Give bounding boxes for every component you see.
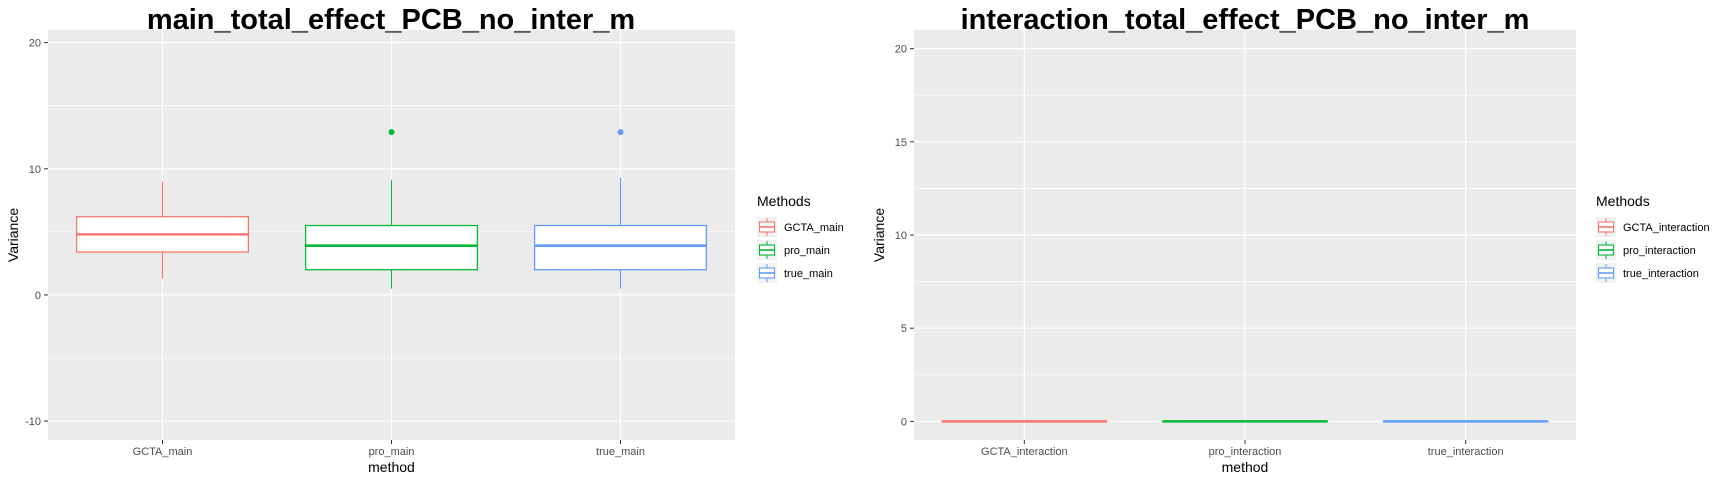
- y-tick-label: 15: [895, 137, 907, 149]
- chart-title: interaction_total_effect_PCB_no_inter_m: [961, 4, 1530, 36]
- outlier-point: [388, 129, 395, 136]
- legend-title: Methods: [1596, 193, 1650, 209]
- x-tick-label: true_interaction: [1428, 446, 1504, 458]
- y-tick-label: 20: [29, 38, 41, 50]
- x-axis-title: method: [368, 459, 415, 475]
- legend-key: [757, 217, 777, 237]
- x-tick-label: GCTA_main: [133, 446, 193, 458]
- legend-label: true_interaction: [1623, 268, 1699, 280]
- legend-label: pro_main: [784, 245, 830, 257]
- x-tick-label: true_main: [596, 446, 645, 458]
- y-tick-label: 20: [895, 44, 907, 56]
- y-axis-title: Variance: [871, 208, 887, 262]
- box-GCTA_main: [75, 181, 250, 279]
- legend-label: pro_interaction: [1623, 245, 1696, 257]
- chart-1: -10 0 10 20 GCTA_main pro_main true_main main_t…: [5, 4, 844, 475]
- legend: Methods GCTA_interaction pro_interactiontr…: [1596, 193, 1710, 283]
- y-tick-label: 0: [35, 290, 41, 302]
- outlier-point: [617, 129, 624, 136]
- legend-label: GCTA_main: [784, 222, 844, 234]
- x-tick-label: GCTA_interaction: [981, 446, 1068, 458]
- x-tick-label: pro_interaction: [1209, 446, 1282, 458]
- legend-label: GCTA_interaction: [1623, 222, 1710, 234]
- box-true_main: [533, 129, 708, 289]
- chart-title: main_total_effect_PCB_no_inter_m: [147, 4, 635, 36]
- x-tick-label: pro_main: [369, 446, 415, 458]
- y-tick-label: 0: [901, 416, 907, 428]
- y-tick-label: 5: [901, 323, 907, 335]
- legend-key: [1596, 240, 1616, 260]
- legend-label: true_main: [784, 268, 833, 280]
- legend-title: Methods: [757, 193, 811, 209]
- box-pro_main: [304, 129, 479, 289]
- legend-key: [1596, 263, 1616, 283]
- x-axis-title: method: [1222, 459, 1269, 475]
- box-body: [533, 224, 708, 271]
- y-tick-label: -10: [25, 416, 41, 428]
- legend: Methods GCTA_main pro_main true_main: [757, 193, 844, 283]
- legend-key: [757, 263, 777, 283]
- y-tick-label: 10: [29, 164, 41, 176]
- legend-key: [1596, 217, 1616, 237]
- legend-key: [757, 240, 777, 260]
- y-tick-label: 10: [895, 230, 907, 242]
- y-axis-title: Variance: [5, 208, 21, 262]
- box-body: [304, 224, 479, 271]
